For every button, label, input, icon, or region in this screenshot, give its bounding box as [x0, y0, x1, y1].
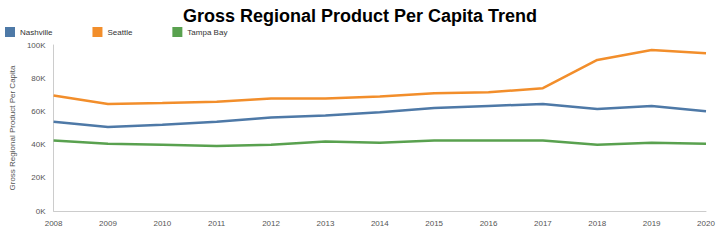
svg-text:2015: 2015: [425, 219, 443, 228]
svg-text:60K: 60K: [31, 107, 46, 116]
svg-text:Tampa Bay: Tampa Bay: [187, 28, 227, 37]
svg-text:2013: 2013: [317, 219, 335, 228]
svg-text:2020: 2020: [697, 219, 715, 228]
svg-text:100K: 100K: [27, 41, 46, 50]
svg-text:Gross Regional Product Per Cap: Gross Regional Product Per Capita: [8, 65, 17, 191]
svg-text:80K: 80K: [31, 74, 46, 83]
svg-text:2014: 2014: [371, 219, 389, 228]
svg-text:Seattle: Seattle: [107, 28, 132, 37]
svg-text:2011: 2011: [208, 219, 226, 228]
svg-text:0K: 0K: [36, 207, 46, 216]
svg-text:2016: 2016: [480, 219, 498, 228]
svg-text:2017: 2017: [534, 219, 552, 228]
svg-text:Gross Regional Product Per Cap: Gross Regional Product Per Capita Trend: [183, 6, 537, 26]
svg-text:2009: 2009: [99, 219, 117, 228]
svg-text:2010: 2010: [153, 219, 171, 228]
svg-text:2019: 2019: [643, 219, 661, 228]
svg-text:Nashville: Nashville: [20, 28, 53, 37]
svg-text:2018: 2018: [588, 219, 606, 228]
svg-text:20K: 20K: [31, 173, 46, 182]
svg-text:2008: 2008: [45, 219, 63, 228]
svg-text:2012: 2012: [262, 219, 280, 228]
svg-text:40K: 40K: [31, 140, 46, 149]
